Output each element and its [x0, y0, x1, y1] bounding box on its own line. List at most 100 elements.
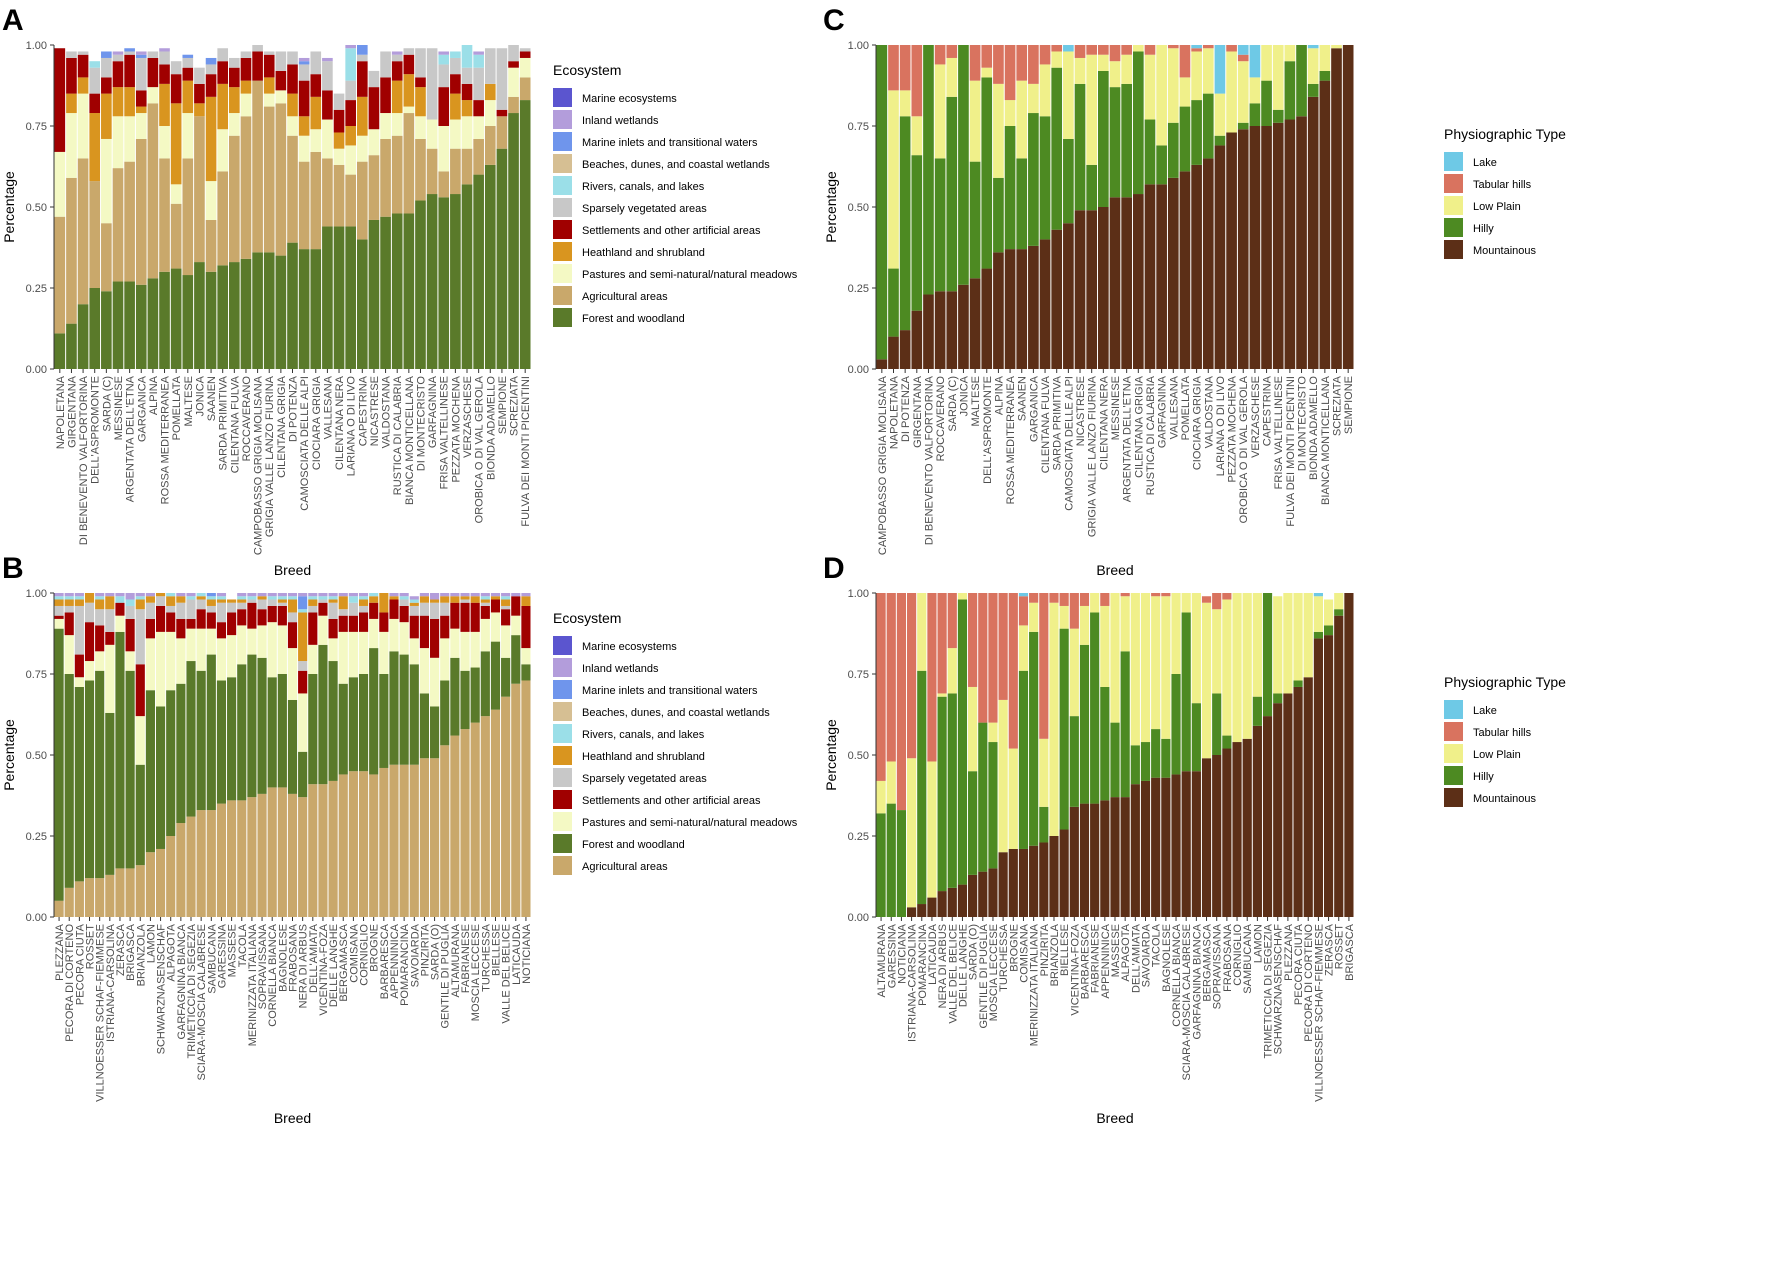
panel-d-bar-stack [1161, 593, 1171, 917]
bar-segment-forest-and-woodland [461, 184, 473, 369]
bar-segment-mountainous [1144, 184, 1156, 369]
bar-segment-pastures-and-semi-natural-natural-meadows [419, 648, 430, 694]
panel-d-bars [876, 593, 1354, 917]
panel-a-xtick-label: CAPESTRINA [357, 375, 369, 446]
bar-segment-forest-and-woodland [159, 271, 170, 369]
panel-c-bar-stack [1202, 45, 1214, 369]
bar-segment-mountainous [1090, 803, 1100, 917]
bar-segment-low-plain [988, 722, 998, 743]
panel-b-xtick-label: BRIGASCA [125, 923, 137, 981]
bar-segment-agricultural-areas [95, 878, 105, 917]
panel-c-bar-stack [981, 45, 993, 369]
bar-segment-sparsely-vegetated-areas [196, 599, 206, 610]
legend-label-sparsely-vegetated-areas: Sparsely vegetated areas [582, 773, 707, 785]
bar-segment-pastures-and-semi-natural-natural-meadows [229, 113, 240, 136]
bar-segment-tabular-hills [1079, 593, 1090, 606]
panel-b-legend: Ecosystem Marine ecosystems Inland wetland… [553, 610, 798, 875]
bar-segment-sparsely-vegetated-areas [480, 602, 490, 606]
bar-segment-settlements-and-other-artificial-areas [322, 90, 333, 120]
panel-c-y-axis-title: Percentage [823, 171, 839, 243]
bar-segment-pastures-and-semi-natural-natural-meadows [186, 628, 196, 662]
bar-segment-hilly [1028, 113, 1039, 246]
bar-segment-pastures-and-semi-natural-natural-meadows [277, 625, 287, 674]
bar-segment-settlements-and-other-artificial-areas [166, 612, 176, 632]
bar-segment-forest-and-woodland [496, 148, 508, 369]
bar-segment-forest-and-woodland [440, 680, 450, 746]
panel-b-xtick-label: VICENTINA-FOZA [318, 923, 330, 1015]
bar-segment-low-plain [886, 761, 896, 804]
panel-a-bar-stack [496, 48, 508, 369]
legend-swatch-marine-inlets-and-transitional-waters [553, 680, 572, 699]
legend-label-sparsely-vegetated-areas: Sparsely vegetated areas [582, 203, 707, 215]
panel-c-xtick-label: ARGENTATA DELL'ETNA [1122, 375, 1134, 502]
panel-c-ytick-label: 0.75 [848, 121, 869, 133]
bar-segment-heathland-and-shrubland [379, 593, 389, 613]
bar-segment-agricultural-areas [450, 735, 460, 917]
bar-segment-tabular-hills [1167, 45, 1179, 49]
bar-segment-tabular-hills [1039, 593, 1049, 739]
bar-segment-forest-and-woodland [484, 164, 496, 369]
panel-a-xtick-label: RUSTICA DI CALABRIA [392, 375, 404, 495]
bar-segment-hilly [1090, 612, 1100, 804]
bar-segment-sparsely-vegetated-areas [84, 602, 95, 623]
bar-segment-settlements-and-other-artificial-areas [89, 93, 101, 114]
panel-b-xtick-label: ISTRIANA-CARSOLINA [105, 923, 117, 1042]
bar-segment-agricultural-areas [194, 116, 205, 263]
bar-segment-sparsely-vegetated-areas [247, 599, 257, 603]
bar-segment-low-plain [1331, 45, 1342, 49]
bar-segment-forest-and-woodland [348, 677, 358, 772]
bar-segment-forest-and-woodland [155, 706, 166, 849]
bar-segment-settlements-and-other-artificial-areas [135, 664, 145, 717]
bar-segment-mountainous [1344, 593, 1354, 917]
bar-segment-settlements-and-other-artificial-areas [229, 67, 240, 88]
bar-segment-settlements-and-other-artificial-areas [389, 599, 399, 619]
bar-segment-agricultural-areas [519, 77, 531, 101]
legend-label-rivers-canals-and-lakes: Rivers, canals, and lakes [582, 181, 705, 193]
bar-segment-pastures-and-semi-natural-natural-meadows [64, 635, 74, 674]
panel-d-bar-stack [998, 593, 1008, 917]
bar-segment-heathland-and-shrubland [391, 80, 403, 114]
bar-segment-rivers-canals-and-lakes [89, 61, 101, 68]
bar-segment-heathland-and-shrubland [145, 596, 155, 603]
bar-segment-agricultural-areas [229, 135, 240, 263]
bar-segment-pastures-and-semi-natural-natural-meadows [77, 93, 89, 159]
bar-segment-hilly [911, 155, 923, 311]
bar-segment-agricultural-areas [125, 868, 135, 917]
bar-segment-low-plain [1098, 54, 1109, 71]
bar-segment-mountainous [1039, 239, 1051, 369]
bar-segment-heathland-and-shrubland [333, 132, 345, 149]
bar-segment-agricultural-areas [105, 874, 115, 917]
bar-segment-inland-wetlands [54, 593, 64, 597]
bar-segment-inland-wetlands [145, 593, 155, 597]
bar-segment-low-plain [1261, 45, 1272, 81]
bar-segment-tabular-hills [946, 45, 958, 58]
panel-a-bar-stack [403, 48, 415, 369]
bar-segment-hilly [1334, 609, 1344, 616]
bar-segment-heathland-and-shrubland [257, 596, 267, 600]
panel-c-xtick-label: RUSTICA DI CALABRIA [1145, 375, 1157, 495]
panel-c-bar-stack [1342, 45, 1354, 369]
bar-segment-rivers-canals-and-lakes [461, 45, 473, 68]
panel-a-xtick-label: CILENTANA NERA [334, 375, 346, 470]
legend-label-low-plain: Low Plain [1473, 749, 1521, 761]
bar-segment-sparsely-vegetated-areas [450, 57, 461, 75]
bar-segment-pastures-and-semi-natural-natural-meadows [368, 129, 380, 156]
bar-segment-mountainous [1086, 210, 1098, 369]
bar-segment-settlements-and-other-artificial-areas [391, 61, 403, 81]
bar-segment-heathland-and-shrubland [66, 93, 77, 114]
bar-segment-tabular-hills [1179, 45, 1191, 78]
bar-segment-forest-and-woodland [338, 683, 348, 775]
bar-segment-settlements-and-other-artificial-areas [95, 625, 105, 652]
bar-segment-sparsely-vegetated-areas [322, 61, 333, 91]
panel-c-xtick-label: LARIANA O DI LIVO [1215, 376, 1227, 477]
panel-a-xtick-label: MALTESE [183, 376, 195, 427]
bar-segment-sparsely-vegetated-areas [170, 61, 182, 75]
bar-segment-sparsely-vegetated-areas [155, 596, 166, 606]
panel-d-xtick-label: BAGNOLESE [1161, 924, 1173, 992]
panel-c-xtick-label: GIRGENTANA [912, 375, 924, 448]
bar-segment-mountainous [1191, 164, 1202, 369]
bar-segment-mountainous [1110, 797, 1120, 917]
bar-segment-pastures-and-semi-natural-natural-meadows [380, 113, 391, 139]
bar-segment-rivers-canals-and-lakes [247, 596, 257, 600]
bar-segment-agricultural-areas [438, 171, 450, 198]
